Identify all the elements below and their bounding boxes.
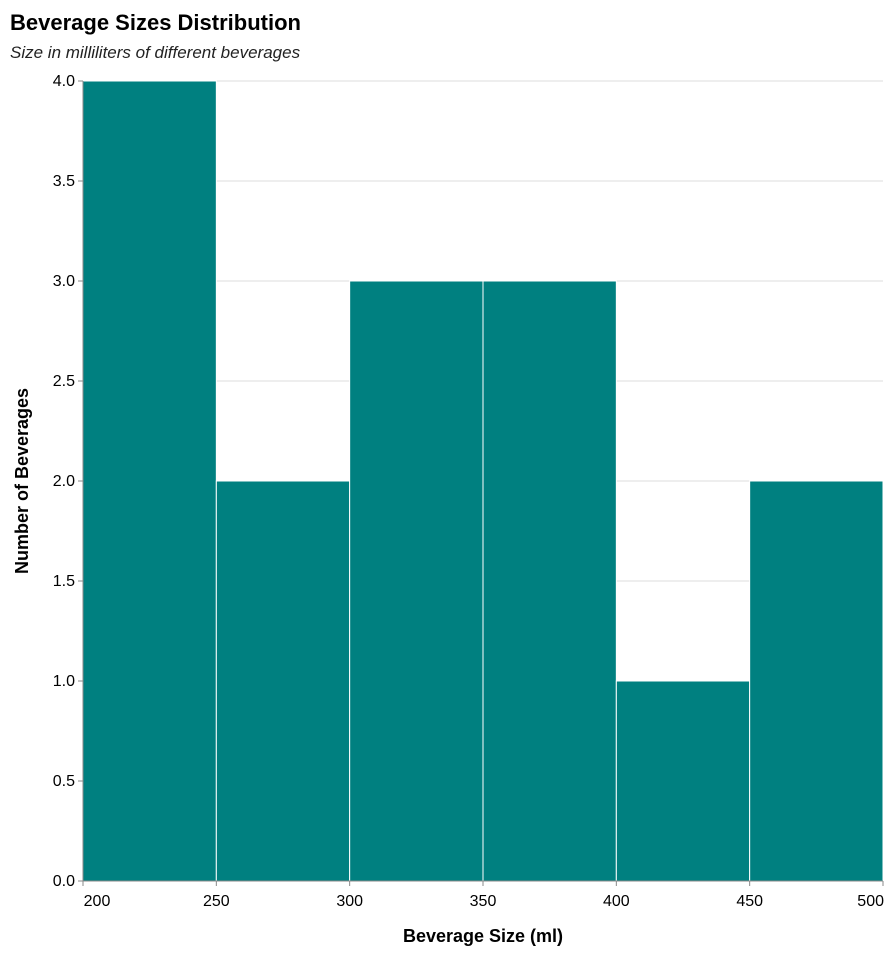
x-tick-label: 400 — [603, 893, 630, 910]
x-tick-label: 450 — [736, 893, 763, 910]
x-tick-label: 500 — [857, 893, 884, 910]
histogram-bar-350-400 — [482, 280, 617, 882]
y-tick-label: 1.0 — [53, 673, 75, 690]
y-tick-label: 3.5 — [53, 173, 75, 190]
x-tick-label: 250 — [203, 893, 230, 910]
histogram-bar-300-350 — [349, 280, 484, 882]
x-tick-label: 200 — [84, 893, 111, 910]
histogram-bar-450-500 — [749, 480, 884, 882]
y-tick-label: 0.0 — [53, 873, 75, 890]
histogram-bar-250-300 — [215, 480, 351, 882]
y-tick-label: 2.5 — [53, 373, 75, 390]
y-tick-label: 3.0 — [53, 273, 75, 290]
bars — [82, 80, 884, 882]
histogram-bar-400-450 — [615, 680, 751, 882]
y-axis-ticks: 0.0 0.5 1.0 1.5 2.0 2.5 3.0 3.5 4.0 — [53, 73, 83, 890]
x-tick-label: 350 — [470, 893, 497, 910]
y-tick-label: 2.0 — [53, 473, 75, 490]
y-tick-label: 0.5 — [53, 773, 75, 790]
chart-subtitle: Size in milliliters of different beverag… — [10, 43, 301, 62]
x-axis-ticks: 200 250 300 350 400 450 500 — [82, 881, 884, 910]
chart-title: Beverage Sizes Distribution — [10, 10, 301, 35]
y-axis-title: Number of Beverages — [12, 388, 32, 574]
x-tick-label: 300 — [336, 893, 363, 910]
x-axis-title: Beverage Size (ml) — [403, 926, 563, 946]
histogram-bar-200-250 — [82, 80, 217, 882]
y-tick-label: 4.0 — [53, 73, 75, 90]
y-tick-label: 1.5 — [53, 573, 75, 590]
